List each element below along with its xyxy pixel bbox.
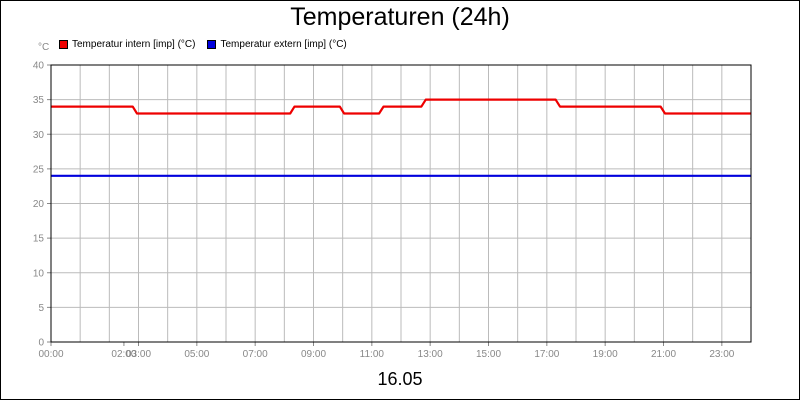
x-tick-label: 21:00: [651, 349, 676, 360]
y-tick-label: 20: [33, 199, 45, 210]
legend-swatch-intern: [59, 40, 68, 49]
x-tick-label: 15:00: [476, 349, 501, 360]
legend-item-extern: Temperatur extern [imp] (°C): [207, 39, 347, 50]
plot-border: [50, 64, 752, 343]
legend-label-intern: Temperatur intern [imp] (°C): [72, 39, 196, 50]
x-tick-label: 07:00: [243, 349, 268, 360]
x-tick-label: 00:00: [38, 349, 63, 360]
x-tick-label: 19:00: [593, 349, 618, 360]
x-tick-label: 05:00: [184, 349, 209, 360]
legend: Temperatur intern [imp] (°C) Temperatur …: [59, 39, 359, 50]
y-tick-label: 40: [33, 61, 45, 72]
chart-title: Temperaturen (24h): [290, 3, 510, 31]
x-tick-label: 13:00: [418, 349, 443, 360]
y-tick-label: 30: [33, 130, 45, 141]
x-tick-label: 17:00: [534, 349, 559, 360]
y-tick-label: 5: [38, 303, 44, 314]
y-tick-label: 15: [33, 234, 45, 245]
x-tick-label: 09:00: [301, 349, 326, 360]
series-line-intern: [51, 98, 751, 115]
y-tick-label: 10: [33, 268, 45, 279]
y-tick-label: 25: [33, 164, 45, 175]
y-tick-label: 0: [38, 338, 44, 349]
x-tick-label: 03:00: [126, 349, 151, 360]
x-axis-label: 16.05: [377, 369, 423, 389]
x-tick-label: 23:00: [709, 349, 734, 360]
y-tick-label: 35: [33, 95, 45, 106]
legend-item-intern: Temperatur intern [imp] (°C): [59, 39, 195, 50]
x-tick-label: 02:00: [111, 349, 136, 360]
legend-swatch-extern: [207, 40, 217, 49]
legend-label-extern: Temperatur extern [imp] (°C): [220, 39, 347, 50]
y-axis-unit-label: °C: [38, 42, 50, 53]
x-tick-label: 11:00: [360, 349, 385, 360]
